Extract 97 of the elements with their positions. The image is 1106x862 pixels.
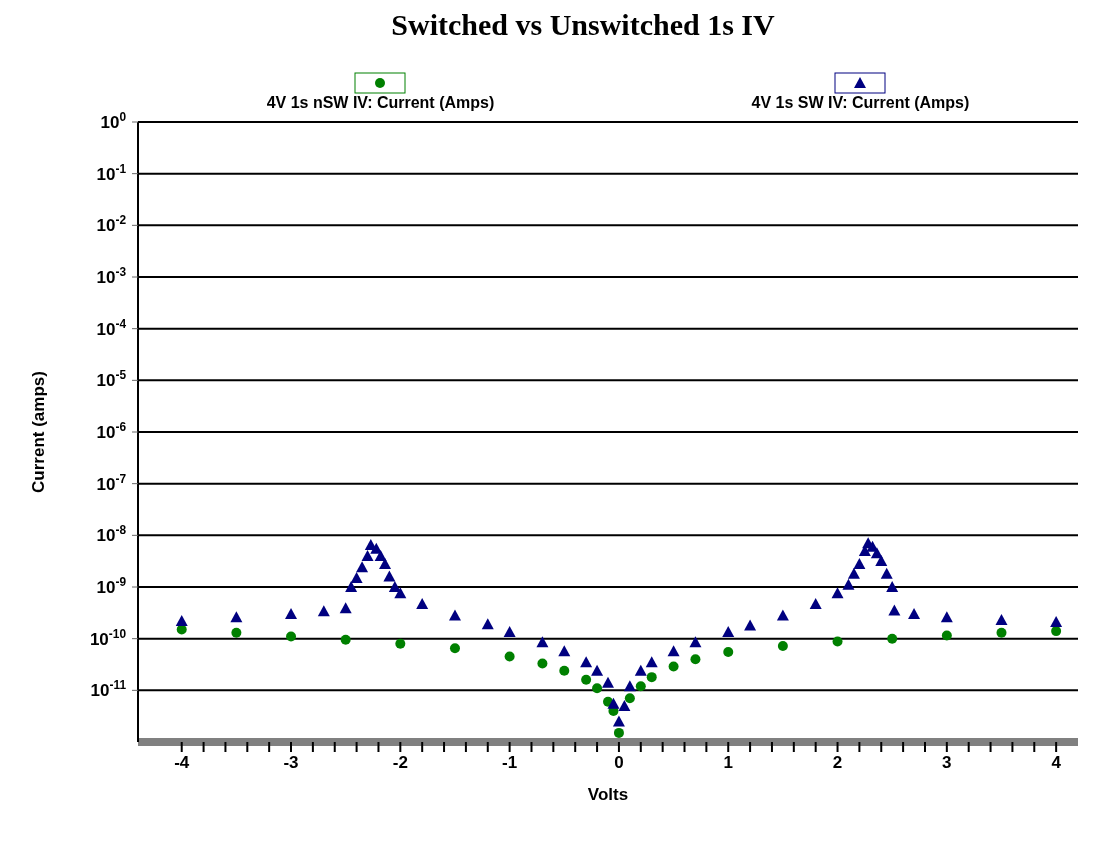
y-tick-label: 10$^{-7}$	[96, 471, 127, 494]
y-tick-label: 10$^{-9}$	[96, 575, 127, 597]
point	[286, 631, 297, 642]
point	[995, 613, 1008, 625]
point	[613, 727, 624, 738]
point	[379, 557, 392, 569]
point	[1050, 616, 1063, 628]
point	[722, 625, 735, 637]
point	[536, 636, 549, 648]
point	[809, 597, 822, 609]
point	[602, 676, 614, 688]
point	[1051, 626, 1062, 637]
x-tick-label: 1	[723, 753, 733, 772]
y-tick-label: 10$^{-10}$	[89, 626, 127, 649]
point	[581, 674, 592, 685]
point	[908, 608, 921, 620]
point	[537, 658, 548, 669]
y-tick-label: 10$^{-1}$	[96, 161, 127, 184]
point	[847, 567, 860, 579]
point	[853, 557, 866, 569]
point	[646, 672, 657, 683]
x-tick-label: -1	[502, 753, 518, 772]
x-tick-label: 2	[832, 753, 843, 772]
point	[645, 656, 658, 668]
point	[668, 661, 679, 672]
point	[690, 654, 701, 665]
point	[667, 645, 680, 657]
point	[776, 609, 789, 621]
point	[777, 641, 788, 652]
point	[285, 608, 298, 620]
x-tick-label: -4	[174, 753, 190, 772]
point	[449, 643, 460, 654]
point	[374, 549, 387, 561]
y-tick-label: 10$^{-3}$	[96, 265, 127, 287]
point	[831, 587, 844, 599]
point	[624, 693, 635, 704]
point	[416, 597, 429, 609]
point	[383, 570, 396, 582]
point	[842, 578, 855, 590]
point	[231, 627, 242, 638]
point	[744, 619, 757, 631]
point	[394, 587, 407, 599]
y-tick-label: 10$^{-5}$	[96, 368, 127, 391]
point	[875, 554, 888, 566]
point	[880, 567, 893, 579]
point	[350, 571, 363, 583]
point	[607, 697, 620, 709]
point	[888, 604, 901, 616]
point	[723, 647, 734, 658]
point	[481, 618, 494, 630]
y-tick-label: 10$^{-4}$	[96, 316, 127, 339]
point	[448, 609, 461, 621]
point	[940, 611, 953, 623]
chart-title: Switched vs Unswitched 1s IV	[390, 8, 776, 42]
point	[504, 651, 515, 662]
y-tick-label: 10$^{-2}$	[96, 213, 127, 236]
point	[503, 625, 516, 637]
point	[618, 699, 631, 711]
point	[635, 681, 646, 692]
x-tick-label: -2	[392, 753, 408, 772]
point	[996, 627, 1007, 638]
x-tick-label: 3	[942, 753, 952, 772]
y-tick-label: 10$^{-11}$	[90, 678, 127, 701]
point	[559, 665, 570, 676]
point	[580, 656, 593, 668]
point	[612, 715, 625, 727]
x-tick-label: -3	[283, 753, 299, 772]
point	[591, 664, 604, 676]
point	[175, 614, 188, 626]
point	[370, 542, 383, 554]
y-tick-label: 10$^{-6}$	[96, 420, 127, 442]
point	[361, 549, 374, 561]
point	[317, 605, 330, 617]
point	[887, 633, 898, 644]
y-tick-label: 10$^{-8}$	[96, 523, 127, 546]
point	[339, 602, 352, 614]
x-tick-label: 0	[614, 753, 624, 772]
x-axis-title: Volts	[587, 785, 629, 804]
point	[634, 664, 647, 676]
point	[886, 581, 899, 592]
point	[689, 636, 702, 648]
y-tick-label: 10$^{0}$	[100, 110, 127, 132]
point	[623, 680, 636, 692]
point	[941, 630, 952, 641]
point	[832, 636, 843, 647]
y-axis-title: Current (amps)	[29, 371, 49, 493]
point	[395, 638, 406, 649]
x-tick-label: 4	[1051, 753, 1062, 772]
legend-label: 4V 1s nSW IV: Current (Amps)	[266, 94, 495, 112]
point	[388, 581, 401, 592]
point	[345, 581, 358, 592]
point	[558, 645, 571, 657]
point	[356, 561, 369, 573]
point	[340, 634, 351, 645]
point	[230, 611, 243, 623]
legend-label: 4V 1s SW IV: Current (Amps)	[751, 94, 970, 112]
point	[592, 683, 603, 694]
